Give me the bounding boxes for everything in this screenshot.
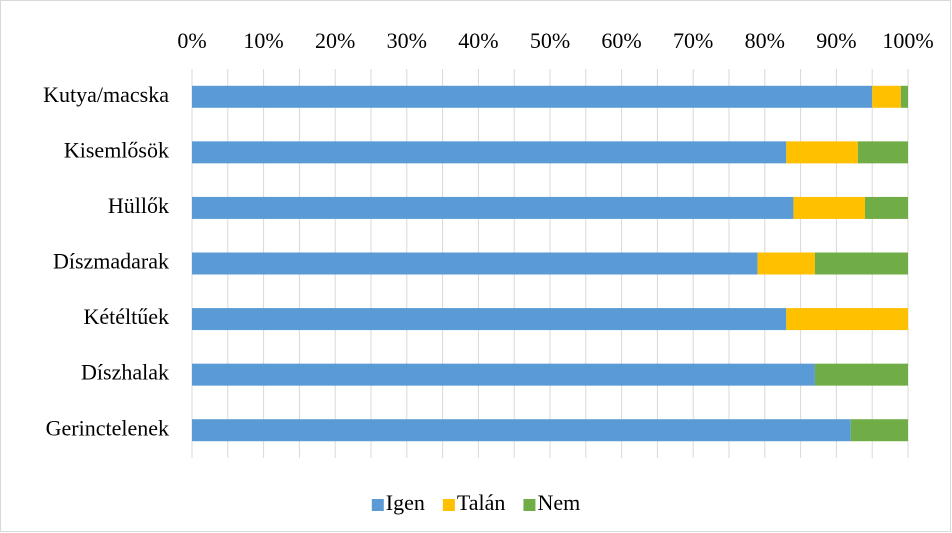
y-tick-label: Kétéltűek [83,304,169,329]
bar-segment [192,196,794,219]
legend-swatch [523,499,536,511]
y-tick-label: Díszmadarak [53,249,169,274]
bar-segment [872,85,901,108]
bar-segment [786,308,908,331]
y-tick-label: Hüllők [108,193,169,218]
x-tick-label: 60% [601,28,641,53]
x-tick-label: 50% [530,28,570,53]
x-tick-label: 90% [816,28,856,53]
bar-segment [786,141,858,164]
x-tick-label: 40% [458,28,498,53]
legend-label: Nem [537,490,580,515]
x-tick-label: 70% [673,28,713,53]
bar-segment [192,252,758,275]
bar-segment [900,85,908,108]
x-tick-label: 30% [387,28,427,53]
legend-label: Talán [457,490,506,515]
bar-segment [793,196,866,219]
bar-segment [857,141,908,164]
bar-segment [192,308,787,331]
x-tick-label: 10% [243,28,283,53]
bar-segment [192,85,873,108]
bar-segment [757,252,815,275]
y-tick-label: Díszhalak [81,360,169,385]
bar-segment [192,141,787,164]
bar-segment [192,363,815,386]
x-tick-label: 100% [882,28,933,53]
y-tick-label: Kutya/macska [43,82,169,107]
bar-segment [814,363,908,386]
legend-swatch [442,499,455,511]
x-tick-label: 20% [315,28,355,53]
legend-label: Igen [386,490,425,515]
legend-swatch [371,499,384,511]
x-tick-label: 0% [177,28,206,53]
bar-segment [192,419,851,442]
bar-segment [850,419,908,442]
x-tick-label: 80% [745,28,785,53]
bar-segment [865,196,908,219]
bar-segment [814,252,908,275]
y-tick-label: Gerinctelenek [46,415,169,440]
y-tick-label: Kisemlősök [64,137,169,162]
